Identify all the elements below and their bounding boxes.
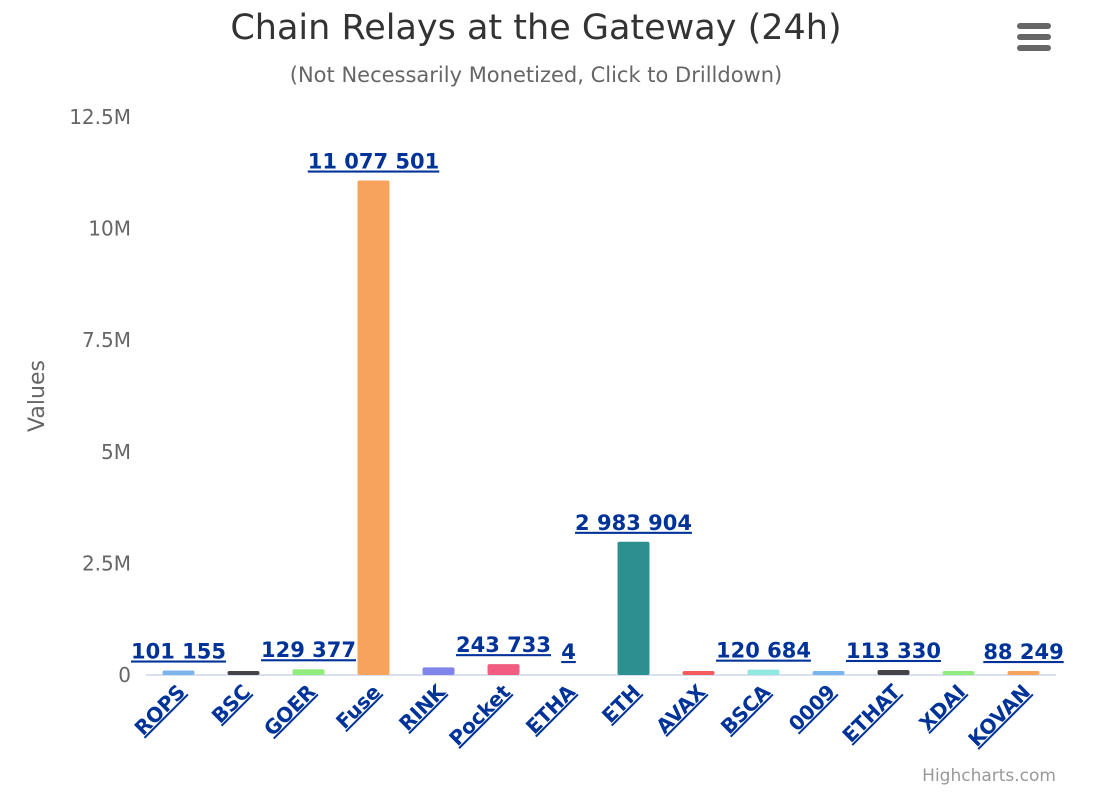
x-tick-label[interactable]: XDAI [914,680,970,736]
x-tick-label[interactable]: GOER [259,680,320,741]
bar[interactable] [877,669,910,675]
bar[interactable] [942,671,975,675]
data-label[interactable]: 113 330 [846,639,941,663]
bars [162,180,1040,675]
data-label[interactable]: 4 [561,640,576,664]
bar[interactable] [162,670,195,675]
bar[interactable] [357,180,390,675]
credits-link[interactable]: Highcharts.com [922,766,1056,786]
data-label[interactable]: 88 249 [983,640,1063,664]
bar[interactable] [682,671,715,675]
x-tick-label[interactable]: BSCA [716,679,776,739]
x-tick-label[interactable]: ETHA [521,679,580,738]
y-tick-label: 10M [88,217,131,241]
context-menu-button[interactable] [1010,18,1058,58]
bar[interactable] [747,669,780,675]
data-label[interactable]: 101 155 [131,639,226,663]
bar[interactable] [617,541,650,675]
x-tick-label[interactable]: AVAX [651,679,710,738]
chart-subtitle: (Not Necessarily Monetized, Click to Dri… [289,63,783,87]
data-label[interactable]: 129 377 [261,638,356,662]
y-tick-label: 2.5M [82,551,131,575]
x-tick-label[interactable]: ROPS [130,680,190,740]
y-axis-ticks: 0 2.5M 5M 7.5M 10M 12.5M [69,105,131,687]
bar[interactable] [292,669,325,675]
menu-icon-bar [1017,23,1051,29]
bar[interactable] [227,671,260,675]
data-label[interactable]: 120 684 [716,639,811,663]
x-tick-label[interactable]: RINK [394,679,451,736]
x-tick-label[interactable]: KOVAN [963,680,1035,752]
x-tick-label[interactable]: BSC [207,680,255,728]
bar[interactable] [422,667,455,675]
data-label[interactable]: 243 733 [456,633,551,657]
y-tick-label: 0 [118,663,131,687]
y-tick-label: 5M [101,440,131,464]
x-tick-label[interactable]: Pocket [444,679,515,750]
menu-icon-bar [1017,34,1051,40]
x-tick-label[interactable]: Fuse [331,680,385,734]
chart-title: Chain Relays at the Gateway (24h) [230,8,842,48]
menu-icon-bar [1017,45,1051,51]
x-tick-label[interactable]: 0009 [784,680,840,736]
bar[interactable] [812,671,845,675]
x-tick-label[interactable]: ETH [597,680,645,728]
bar[interactable] [1007,671,1040,675]
data-labels: 101 155 129 377 11 077 501 243 733 4 2 983 90… [131,150,1064,664]
data-label[interactable]: 2 983 904 [575,511,692,535]
y-axis-label: Values [25,360,50,432]
y-tick-label: 12.5M [69,105,131,129]
bar[interactable] [487,664,520,675]
x-tick-label[interactable]: ETHAT [837,679,905,747]
y-tick-label: 7.5M [82,328,131,352]
data-label[interactable]: 11 077 501 [308,150,440,174]
